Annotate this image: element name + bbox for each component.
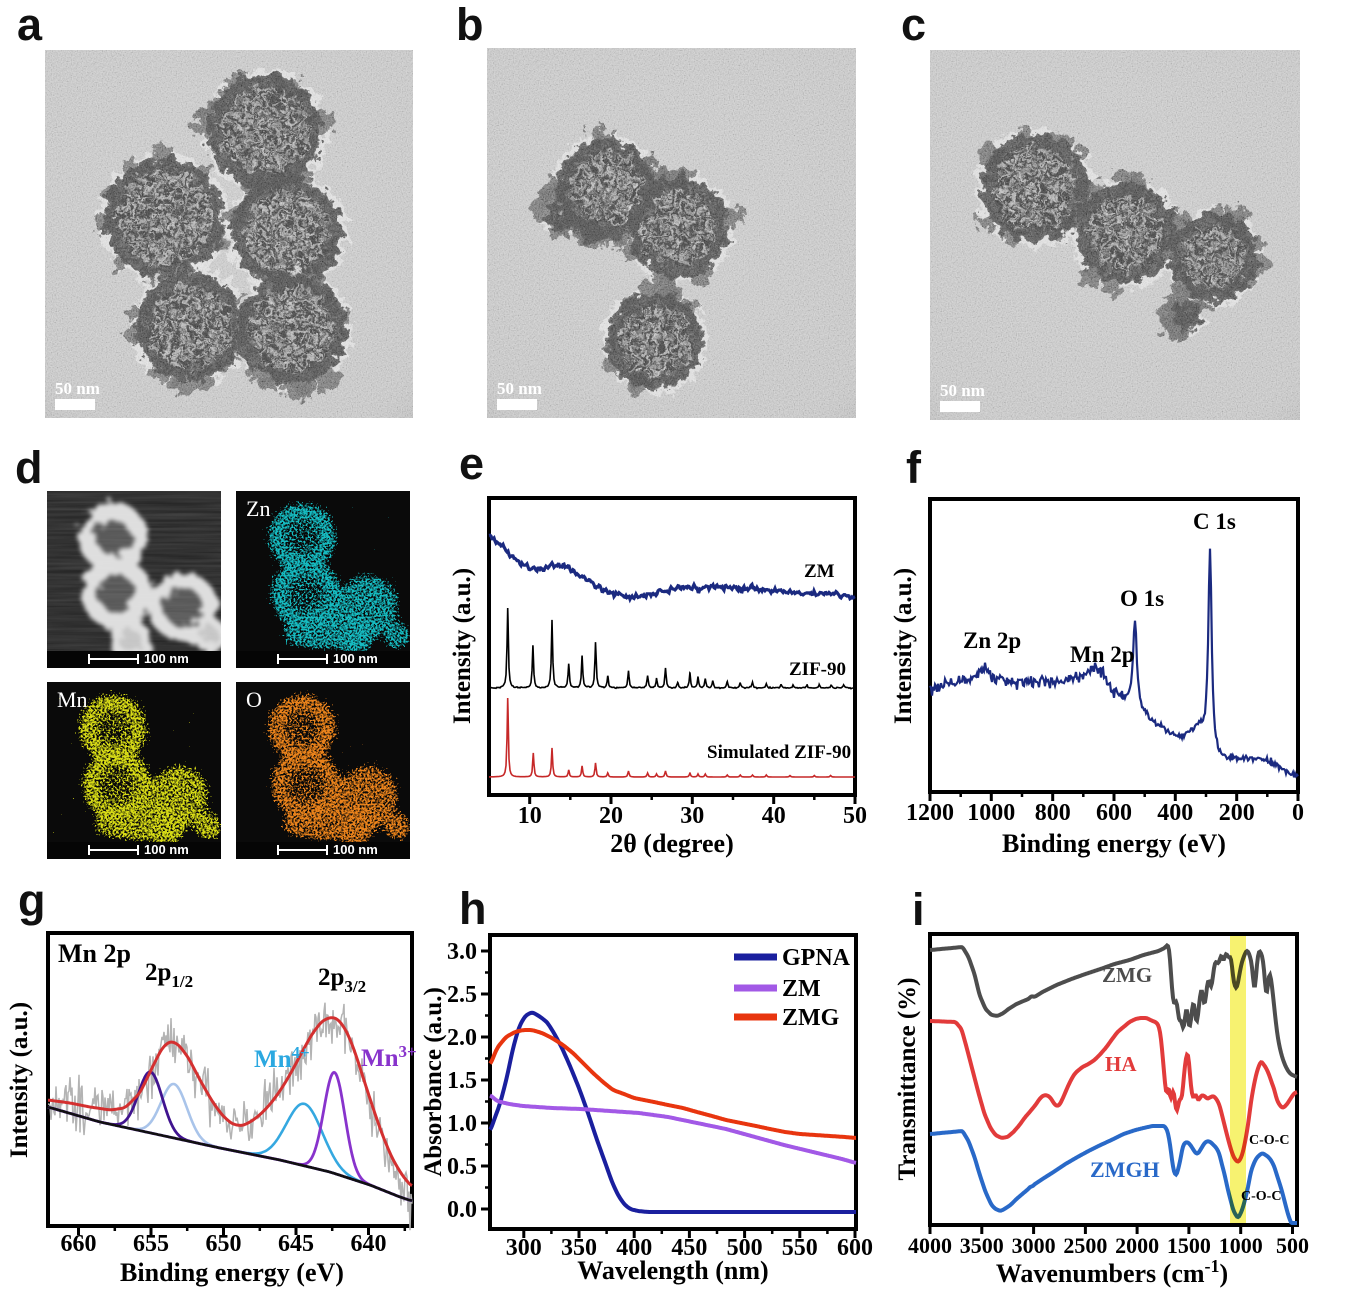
- svg-text:20: 20: [599, 803, 623, 829]
- svg-text:640: 640: [351, 1231, 387, 1257]
- svg-text:2.5: 2.5: [447, 982, 477, 1008]
- svg-text:ZMGH: ZMGH: [1090, 1157, 1160, 1182]
- svg-text:2.0: 2.0: [447, 1025, 477, 1051]
- svg-text:Wavenumbers (cm-1): Wavenumbers (cm-1): [996, 1256, 1228, 1288]
- svg-text:f: f: [906, 442, 922, 493]
- svg-text:200: 200: [1219, 800, 1255, 826]
- svg-text:2000: 2000: [1115, 1233, 1159, 1258]
- svg-text:400: 400: [1157, 800, 1193, 826]
- svg-text:3000: 3000: [1012, 1233, 1056, 1258]
- svg-text:450: 450: [671, 1235, 707, 1261]
- svg-text:HA: HA: [1105, 1052, 1137, 1076]
- svg-text:c: c: [901, 0, 926, 50]
- svg-text:i: i: [912, 884, 925, 935]
- svg-text:800: 800: [1035, 800, 1071, 826]
- svg-text:50 nm: 50 nm: [497, 379, 542, 398]
- svg-text:10: 10: [518, 803, 542, 829]
- svg-text:350: 350: [561, 1235, 597, 1261]
- svg-text:3500: 3500: [960, 1233, 1004, 1258]
- svg-text:600: 600: [1096, 800, 1132, 826]
- svg-text:Binding energy (eV): Binding energy (eV): [1002, 829, 1226, 858]
- svg-text:650: 650: [206, 1231, 242, 1257]
- svg-text:40: 40: [762, 803, 786, 829]
- svg-text:0.0: 0.0: [447, 1197, 477, 1223]
- svg-text:100 nm: 100 nm: [333, 842, 378, 857]
- svg-text:2p3/2: 2p3/2: [318, 964, 366, 996]
- svg-text:500: 500: [1276, 1233, 1309, 1258]
- svg-text:500: 500: [727, 1235, 763, 1261]
- svg-text:Intensity (a.u.): Intensity (a.u.): [6, 1002, 33, 1158]
- svg-text:GPNA: GPNA: [782, 945, 851, 971]
- svg-text:600: 600: [837, 1235, 873, 1261]
- svg-text:C-O-C: C-O-C: [1241, 1189, 1281, 1204]
- svg-text:1200: 1200: [906, 800, 954, 826]
- svg-text:Mn 2p: Mn 2p: [58, 939, 131, 968]
- svg-text:645: 645: [278, 1231, 314, 1257]
- svg-text:550: 550: [782, 1235, 818, 1261]
- svg-text:e: e: [459, 438, 484, 489]
- svg-text:0.5: 0.5: [447, 1154, 477, 1180]
- svg-text:1000: 1000: [967, 800, 1015, 826]
- svg-text:300: 300: [506, 1235, 542, 1261]
- svg-text:100 nm: 100 nm: [144, 651, 189, 666]
- svg-text:h: h: [459, 883, 487, 934]
- svg-text:2500: 2500: [1063, 1233, 1107, 1258]
- svg-text:g: g: [18, 875, 46, 926]
- svg-text:Wavelength (nm): Wavelength (nm): [577, 1256, 768, 1285]
- svg-text:ZMG: ZMG: [782, 1005, 840, 1031]
- svg-text:1500: 1500: [1167, 1233, 1211, 1258]
- svg-text:655: 655: [133, 1231, 169, 1257]
- svg-text:C 1s: C 1s: [1193, 509, 1236, 534]
- svg-text:ZM: ZM: [782, 976, 821, 1002]
- svg-text:Simulated ZIF-90: Simulated ZIF-90: [707, 742, 851, 763]
- svg-text:ZIF-90: ZIF-90: [789, 659, 846, 680]
- svg-text:Binding energy (eV): Binding energy (eV): [120, 1258, 344, 1287]
- svg-text:50 nm: 50 nm: [940, 381, 985, 400]
- svg-text:Zn: Zn: [246, 496, 270, 521]
- svg-text:2θ (degree): 2θ (degree): [610, 829, 734, 858]
- svg-text:b: b: [456, 0, 484, 50]
- svg-text:100 nm: 100 nm: [144, 842, 189, 857]
- svg-text:4000: 4000: [908, 1233, 952, 1258]
- svg-text:2p1/2: 2p1/2: [145, 959, 193, 991]
- svg-text:Mn3+: Mn3+: [361, 1042, 417, 1072]
- svg-text:1.0: 1.0: [447, 1111, 477, 1137]
- svg-text:O: O: [246, 687, 262, 712]
- svg-text:Mn 2p: Mn 2p: [1070, 642, 1135, 667]
- svg-text:50 nm: 50 nm: [55, 379, 100, 398]
- svg-text:O 1s: O 1s: [1120, 586, 1164, 611]
- svg-text:Mn4+: Mn4+: [254, 1043, 310, 1073]
- svg-text:660: 660: [61, 1231, 97, 1257]
- svg-text:3.0: 3.0: [447, 939, 477, 965]
- svg-text:Mn: Mn: [57, 687, 88, 712]
- svg-text:Absorbance (a.u.): Absorbance (a.u.): [420, 987, 447, 1177]
- svg-text:ZMG: ZMG: [1102, 963, 1152, 987]
- svg-text:Intensity (a.u.): Intensity (a.u.): [449, 568, 476, 724]
- svg-text:30: 30: [680, 803, 704, 829]
- svg-text:1.5: 1.5: [447, 1068, 477, 1094]
- svg-text:Transmittance (%): Transmittance (%): [894, 978, 921, 1181]
- svg-text:Zn 2p: Zn 2p: [963, 628, 1021, 653]
- svg-text:C-O-C: C-O-C: [1249, 1133, 1289, 1148]
- svg-text:d: d: [15, 442, 43, 493]
- svg-text:1000: 1000: [1219, 1233, 1263, 1258]
- svg-text:50: 50: [843, 803, 867, 829]
- svg-text:Intensity (a.u.): Intensity (a.u.): [890, 568, 917, 724]
- svg-text:a: a: [17, 0, 43, 50]
- svg-text:ZM: ZM: [804, 561, 835, 582]
- svg-text:100 nm: 100 nm: [333, 651, 378, 666]
- svg-text:400: 400: [616, 1235, 652, 1261]
- svg-text:0: 0: [1292, 800, 1304, 826]
